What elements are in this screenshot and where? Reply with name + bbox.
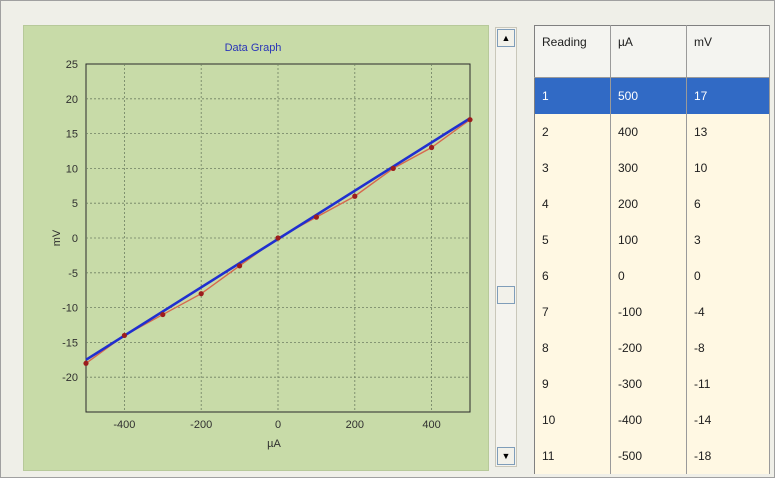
x-axis-label: µA	[267, 438, 281, 450]
cell-microamps[interactable]: 400	[610, 114, 687, 150]
vertical-scrollbar[interactable]: ▲ ▼	[495, 27, 517, 467]
table-row[interactable]: 8 -200 -8	[534, 330, 770, 366]
cell-millivolts[interactable]: 10	[686, 150, 770, 186]
x-tick-label: -400	[113, 419, 135, 431]
data-point	[237, 263, 243, 269]
y-tick-label: 20	[66, 94, 78, 106]
table-row[interactable]: 10 -400 -14	[534, 402, 770, 438]
data-point	[429, 144, 435, 151]
cell-microamps[interactable]: 0	[610, 258, 687, 294]
data-graph-chart: Data Graph µA mV -400 -200 0 200 40025201510…	[51, 42, 473, 450]
column-header-millivolts[interactable]: mV	[686, 25, 770, 78]
data-point	[160, 311, 166, 318]
column-header-reading[interactable]: Reading	[534, 25, 611, 78]
x-tick-label: 0	[275, 419, 281, 431]
cell-reading[interactable]: 6	[534, 258, 611, 294]
x-tick-label: -200	[190, 419, 212, 431]
data-point	[467, 117, 473, 123]
cell-reading[interactable]: 10	[534, 402, 611, 438]
table-row[interactable]: 4 200 6	[534, 186, 770, 222]
cell-reading[interactable]: 4	[534, 186, 611, 222]
cell-millivolts[interactable]: -4	[686, 294, 770, 330]
cell-millivolts[interactable]: 6	[686, 186, 770, 222]
x-tick-label: 400	[422, 419, 440, 431]
scroll-up-arrow-icon[interactable]: ▲	[497, 29, 515, 47]
y-tick-label: 25	[66, 59, 78, 71]
cell-reading[interactable]: 9	[534, 366, 611, 402]
scroll-thumb[interactable]	[497, 286, 515, 304]
y-tick-label: -15	[62, 337, 78, 349]
y-tick-label: 5	[72, 198, 78, 210]
y-axis-label: mV	[51, 229, 63, 246]
table-row[interactable]: 1 500 17	[534, 77, 770, 114]
cell-reading[interactable]: 5	[534, 222, 611, 258]
table-row[interactable]: 2 400 13	[534, 114, 770, 150]
chart-title: Data Graph	[225, 42, 282, 54]
y-tick-label: 15	[66, 129, 78, 141]
cell-millivolts[interactable]: -11	[686, 366, 770, 402]
cell-microamps[interactable]: -100	[610, 294, 687, 330]
cell-reading[interactable]: 8	[534, 330, 611, 366]
cell-reading[interactable]: 7	[534, 294, 611, 330]
data-point	[275, 235, 281, 241]
cell-reading[interactable]: 11	[534, 438, 611, 474]
cell-microamps[interactable]: -200	[610, 330, 687, 366]
cell-microamps[interactable]: 300	[610, 150, 687, 186]
data-graph-panel: Data Graph µA mV -400 -200 0 200 400 25 20 15 10…	[23, 25, 489, 471]
y-tick-label: 10	[66, 163, 78, 175]
scroll-down-arrow-icon[interactable]: ▼	[497, 447, 515, 465]
readings-table: Reading µA mV 1 500 17 2 400 13 3 300 10 4 200 6 5 10…	[534, 25, 770, 474]
x-tick-label: 200	[346, 419, 364, 431]
cell-microamps[interactable]: -300	[610, 366, 687, 402]
cell-microamps[interactable]: -500	[610, 438, 687, 474]
cell-microamps[interactable]: 200	[610, 186, 687, 222]
cell-reading[interactable]: 3	[534, 150, 611, 186]
cell-millivolts[interactable]: 13	[686, 114, 770, 150]
cell-millivolts[interactable]: 0	[686, 258, 770, 294]
cell-reading[interactable]: 1	[534, 77, 611, 114]
table-row[interactable]: 7 -100 -4	[534, 294, 770, 330]
y-tick-label: -20	[62, 372, 78, 384]
table-row[interactable]: 9 -300 -11	[534, 366, 770, 402]
cell-reading[interactable]: 2	[534, 114, 611, 150]
table-row[interactable]: 5 100 3	[534, 222, 770, 258]
data-point	[352, 193, 358, 199]
data-point	[313, 214, 319, 220]
column-header-microamps[interactable]: µA	[610, 25, 687, 78]
cell-millivolts[interactable]: -14	[686, 402, 770, 438]
data-point	[83, 360, 89, 366]
y-tick-label: -10	[62, 303, 78, 315]
y-tick-label: -5	[68, 268, 78, 280]
cell-millivolts[interactable]: -18	[686, 438, 770, 474]
cell-millivolts[interactable]: 17	[686, 77, 770, 114]
data-point	[198, 291, 204, 297]
cell-microamps[interactable]: 100	[610, 222, 687, 258]
table-row[interactable]: 3 300 10	[534, 150, 770, 186]
data-point	[390, 165, 396, 171]
cell-microamps[interactable]: -400	[610, 402, 687, 438]
data-point	[121, 332, 127, 339]
y-tick-label: 0	[72, 233, 78, 245]
cell-millivolts[interactable]: 3	[686, 222, 770, 258]
cell-microamps[interactable]: 500	[610, 77, 687, 114]
cell-millivolts[interactable]: -8	[686, 330, 770, 366]
table-header-row: Reading µA mV	[534, 25, 770, 78]
table-row[interactable]: 11 -500 -18	[534, 438, 770, 474]
